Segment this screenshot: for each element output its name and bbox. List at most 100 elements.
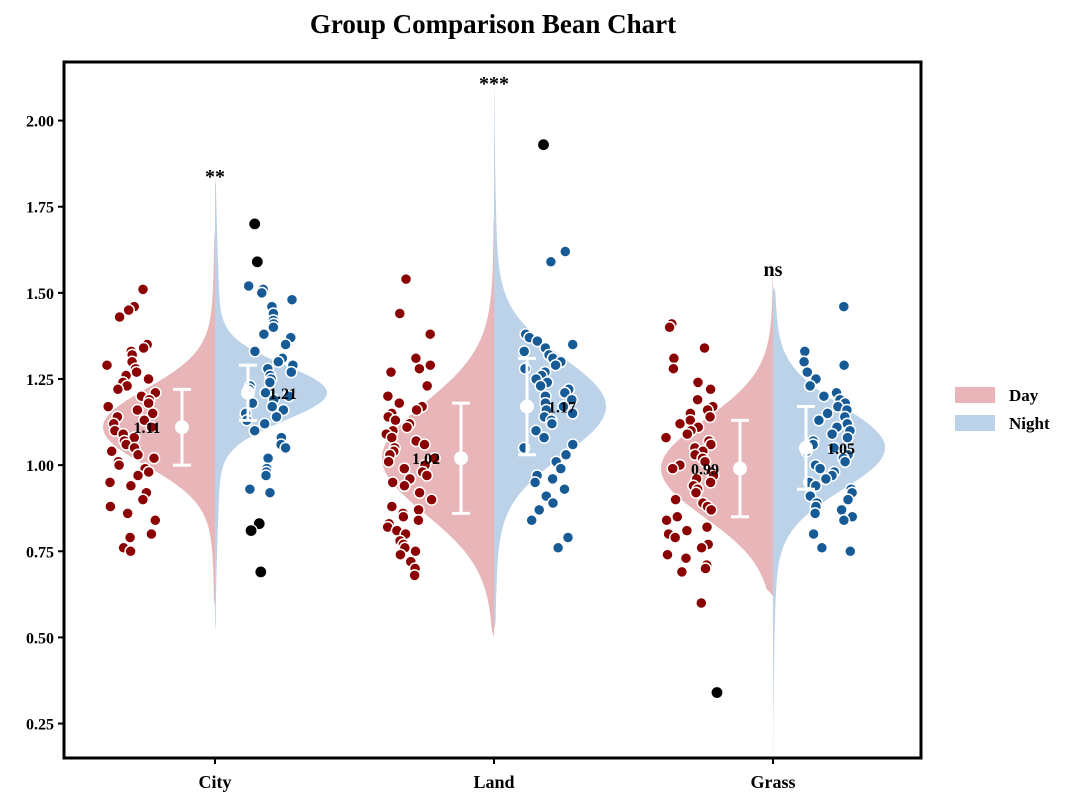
land-day-point bbox=[398, 479, 411, 493]
city-day-violin bbox=[103, 230, 215, 607]
land-day-point bbox=[409, 545, 422, 558]
land-night-point bbox=[566, 407, 579, 420]
city-night-point bbox=[279, 441, 292, 455]
grass-day-point bbox=[679, 551, 693, 565]
grass-day-point bbox=[673, 417, 687, 431]
city-day-point bbox=[131, 403, 144, 417]
land-day-point bbox=[413, 486, 426, 499]
city-night-point bbox=[242, 279, 255, 293]
land-day-point bbox=[418, 438, 431, 451]
city-night-point bbox=[243, 482, 257, 496]
legend[interactable]: Day Night bbox=[955, 386, 1050, 433]
land-night-point bbox=[558, 482, 571, 496]
land-day-point bbox=[385, 500, 399, 513]
city-day-point bbox=[124, 545, 137, 558]
city-night-outlier bbox=[254, 565, 268, 579]
city-day-point bbox=[131, 448, 145, 462]
land-day-point bbox=[425, 493, 438, 506]
land-day-point bbox=[397, 510, 410, 524]
x-tick-label-city: City bbox=[199, 772, 232, 792]
grass-night-point bbox=[821, 407, 834, 420]
land-night-point bbox=[537, 431, 551, 444]
grass-significance-label: ns bbox=[764, 259, 783, 281]
axes: City Land Grass 0.25 0.50 0.75 1.00 1.25 1.50 1.7… bbox=[26, 114, 796, 792]
grass-night-point bbox=[803, 379, 817, 393]
grass-day-point bbox=[695, 596, 708, 610]
grass-night-point bbox=[819, 472, 833, 486]
legend-label-night: Night bbox=[1009, 414, 1050, 433]
city-night-point bbox=[265, 400, 279, 413]
y-tick-label: 1.50 bbox=[26, 286, 54, 303]
grass-day-point bbox=[659, 431, 673, 444]
land-day-point bbox=[408, 569, 421, 582]
land-day-point bbox=[420, 469, 434, 482]
y-tick-label: 2.00 bbox=[26, 114, 54, 131]
land-day-mean-label: 1.02 bbox=[412, 451, 440, 468]
grass-night-point bbox=[797, 355, 811, 369]
city-day-mean-label: 1.11 bbox=[133, 420, 160, 437]
legend-swatch-day bbox=[955, 387, 995, 403]
grass-day-point bbox=[691, 393, 704, 406]
land-day-point bbox=[382, 455, 395, 468]
grass-night-point bbox=[825, 427, 839, 441]
city-night-point bbox=[279, 338, 292, 351]
x-tick-label-grass: Grass bbox=[751, 772, 796, 792]
land-night-point bbox=[534, 379, 547, 393]
plot-area: 1.11 1.21 ** 1.02 1.17 *** 0.99 1.05 ns bbox=[100, 73, 885, 755]
city-night-outlier bbox=[244, 523, 258, 538]
grass-day-point bbox=[669, 493, 682, 506]
land-day-mean-dot bbox=[454, 451, 468, 466]
land-night-point bbox=[544, 255, 558, 269]
land-night-point bbox=[546, 496, 560, 510]
land-night-mean-label: 1.17 bbox=[548, 400, 576, 417]
land-day-point bbox=[428, 451, 441, 465]
grass-day-point bbox=[668, 531, 682, 544]
city-night-point bbox=[258, 417, 271, 431]
city-day-point bbox=[136, 493, 150, 506]
y-tick-label: 1.00 bbox=[26, 458, 54, 475]
grass-day-point bbox=[666, 462, 679, 475]
city-night-mean-dot bbox=[241, 385, 255, 400]
land-significance-label: *** bbox=[479, 73, 509, 95]
city-day-point bbox=[137, 341, 150, 355]
land-day-point bbox=[423, 327, 437, 341]
land-night-point bbox=[546, 472, 559, 486]
land-night-point bbox=[561, 531, 575, 544]
land-night-point bbox=[518, 362, 532, 375]
land-night-point bbox=[554, 462, 568, 475]
land-night-point bbox=[551, 541, 565, 555]
grass-day-point bbox=[671, 510, 684, 524]
land-night-point bbox=[566, 338, 579, 351]
city-night-point bbox=[248, 424, 261, 437]
city-night-point bbox=[263, 376, 277, 389]
city-day-point bbox=[100, 358, 114, 372]
land-day-point bbox=[420, 379, 434, 393]
land-day-point bbox=[393, 396, 406, 410]
grass-night-point bbox=[827, 441, 841, 455]
grass-night-point bbox=[808, 507, 822, 520]
land-day-point bbox=[393, 307, 407, 320]
land-day-point bbox=[412, 514, 425, 527]
grass-night-mean-dot bbox=[799, 440, 813, 455]
city-day-point bbox=[136, 283, 150, 296]
grass-night-point bbox=[813, 462, 827, 475]
grass-day-point bbox=[660, 514, 673, 527]
land-night-point bbox=[565, 393, 579, 406]
land-night-point bbox=[531, 334, 544, 348]
city-day-point bbox=[142, 465, 155, 479]
grass-night-point bbox=[798, 345, 812, 358]
land-day-point bbox=[398, 462, 411, 475]
city-night-mean-label: 1.21 bbox=[269, 386, 297, 403]
chart-title: Group Comparison Bean Chart bbox=[310, 9, 676, 39]
city-night-point bbox=[270, 410, 283, 424]
city-day-point bbox=[145, 527, 158, 541]
grass-night-point bbox=[841, 431, 854, 444]
city-day-point bbox=[122, 303, 135, 317]
plot-frame bbox=[62, 60, 923, 760]
grass-night-point bbox=[835, 503, 848, 517]
land-night-point bbox=[528, 476, 542, 489]
land-night-point bbox=[529, 424, 543, 437]
land-night-point bbox=[549, 358, 562, 372]
grass-night-point bbox=[841, 493, 855, 506]
city-night-point bbox=[259, 469, 273, 482]
